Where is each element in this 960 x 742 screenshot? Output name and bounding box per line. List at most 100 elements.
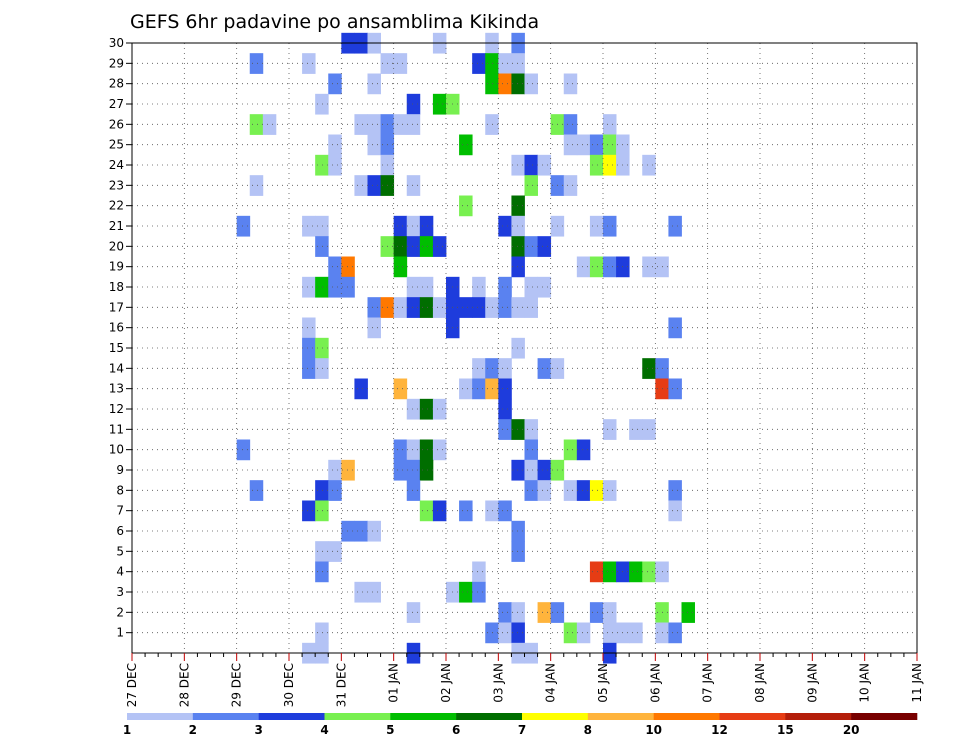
legend-swatch <box>851 713 918 720</box>
x-tick-label: 29 DEC <box>230 663 244 707</box>
legend-label: 15 <box>777 723 794 737</box>
heatmap-cell <box>419 276 434 298</box>
heatmap-cell <box>249 175 264 196</box>
y-tick-label: 19 <box>109 260 124 274</box>
heatmap-cell <box>563 134 578 156</box>
heatmap-cell <box>367 317 381 339</box>
heatmap-cell <box>406 602 421 623</box>
heatmap-cell <box>459 134 473 156</box>
heatmap-cell <box>328 541 342 562</box>
heatmap-cell <box>432 500 447 522</box>
legend-label: 10 <box>645 723 662 737</box>
heatmap-cell <box>393 459 408 481</box>
heatmap-cell <box>367 114 381 135</box>
heatmap-cell <box>393 53 408 74</box>
legend-label: 3 <box>254 723 262 737</box>
y-tick-label: 20 <box>109 239 124 253</box>
y-tick-label: 26 <box>109 117 124 131</box>
x-tick-label: 11 JAN <box>910 663 924 703</box>
heatmap-cell <box>406 480 421 501</box>
heatmap-cell <box>406 439 421 461</box>
heatmap-cell <box>537 459 552 481</box>
heatmap-cell <box>589 480 604 501</box>
heatmap-cell <box>603 480 617 501</box>
color-legend: 1 2 3 4 5 6 7 8 10 12 15 20 <box>123 713 918 737</box>
heatmap-cell <box>537 154 552 176</box>
heatmap-cell <box>393 236 408 257</box>
heatmap-cell <box>393 439 408 461</box>
y-tick-label: 29 <box>109 56 124 70</box>
heatmap-cell <box>563 622 578 644</box>
heatmap-cell <box>328 73 342 95</box>
heatmap-cell <box>603 256 617 278</box>
heatmap-cell <box>668 215 682 237</box>
heatmap-cell <box>419 439 434 461</box>
heatmap-cell <box>589 154 604 176</box>
heatmap-cell <box>354 378 368 400</box>
x-axis-ticks: 27 DEC 28 DEC 29 DEC 30 DEC 31 DEC 01 JAN 02 J… <box>125 653 924 707</box>
heatmap-cell <box>485 114 499 135</box>
heatmap-cell <box>419 459 434 481</box>
heatmap-cell <box>419 215 434 237</box>
x-tick-label: 27 DEC <box>125 663 139 707</box>
heatmap-cell <box>524 459 538 481</box>
heatmap-cell <box>576 134 591 156</box>
chart-title: GEFS 6hr padavine po ansamblima Kikinda <box>130 11 539 33</box>
heatmap-cell <box>393 114 408 135</box>
heatmap-cell <box>498 215 512 237</box>
heatmap-cell <box>472 53 486 74</box>
heatmap-cell <box>498 53 512 74</box>
heatmap-cell <box>629 561 643 583</box>
legend-label: 7 <box>518 723 526 737</box>
heatmap-cell <box>432 297 447 318</box>
heatmap-cells <box>236 32 695 664</box>
heatmap-cell <box>603 622 617 644</box>
heatmap-cell <box>589 561 604 583</box>
heatmap-cell <box>341 520 355 542</box>
heatmap-cell <box>367 73 381 95</box>
y-tick-label: 30 <box>109 36 124 50</box>
heatmap-cell <box>393 256 408 278</box>
legend-label: 1 <box>123 723 131 737</box>
heatmap-cell <box>432 439 447 461</box>
heatmap-cell <box>642 154 656 176</box>
heatmap-cell <box>537 480 552 501</box>
heatmap-cell <box>406 398 421 420</box>
heatmap-cell <box>354 581 368 603</box>
x-tick-label: 02 JAN <box>439 663 453 703</box>
heatmap-cell <box>668 480 682 501</box>
heatmap-cell <box>498 73 512 95</box>
heatmap-cell <box>236 439 251 461</box>
legend-swatch <box>522 713 589 720</box>
heatmap-cell <box>406 215 421 237</box>
heatmap-cell <box>315 622 329 644</box>
heatmap-cell <box>328 276 342 298</box>
heatmap-cell <box>472 378 486 400</box>
heatmap-cell <box>432 398 447 420</box>
legend-swatch <box>390 713 457 720</box>
heatmap-cell <box>681 602 695 623</box>
heatmap-cell <box>511 236 525 257</box>
heatmap-cell <box>302 500 316 522</box>
heatmap-cell <box>498 297 512 318</box>
heatmap-cell <box>367 297 381 318</box>
heatmap-cell <box>419 297 434 318</box>
heatmap-cell <box>524 236 538 257</box>
heatmap-cell <box>511 622 525 644</box>
heatmap-cell <box>668 622 682 644</box>
legend-label: 20 <box>843 723 860 737</box>
heatmap-cell <box>315 93 329 115</box>
heatmap-cell <box>524 73 538 95</box>
legend-swatch <box>258 713 325 720</box>
legend-swatch <box>192 713 259 720</box>
legend-swatch <box>456 713 523 720</box>
heatmap-cell <box>511 215 525 237</box>
heatmap-cell <box>315 480 329 501</box>
legend-swatch <box>127 713 194 720</box>
heatmap-cell <box>511 520 525 542</box>
heatmap-cell <box>459 297 473 318</box>
heatmap-cell <box>511 297 525 318</box>
heatmap-cell <box>315 500 329 522</box>
y-tick-label: 8 <box>116 483 124 497</box>
heatmap-cell <box>315 276 329 298</box>
